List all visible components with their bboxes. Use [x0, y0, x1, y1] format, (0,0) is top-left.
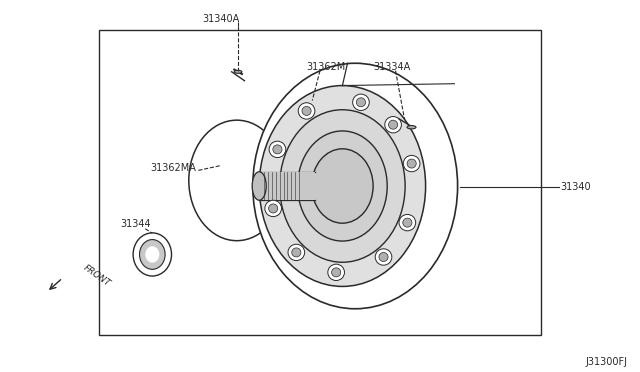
Ellipse shape	[273, 145, 282, 154]
Bar	[99, 30, 541, 335]
Ellipse shape	[407, 125, 416, 129]
Ellipse shape	[328, 264, 344, 280]
Ellipse shape	[234, 70, 242, 73]
Ellipse shape	[403, 155, 420, 172]
Ellipse shape	[189, 120, 285, 241]
Ellipse shape	[252, 172, 266, 200]
Text: 31362M: 31362M	[307, 62, 346, 72]
Ellipse shape	[133, 233, 172, 276]
Ellipse shape	[332, 268, 340, 277]
Text: 31344: 31344	[120, 219, 151, 229]
Ellipse shape	[298, 131, 387, 241]
Text: 31340A: 31340A	[202, 14, 239, 23]
Ellipse shape	[145, 246, 159, 263]
Ellipse shape	[269, 141, 285, 158]
Ellipse shape	[280, 110, 405, 262]
Ellipse shape	[353, 94, 369, 110]
Ellipse shape	[288, 244, 305, 260]
Ellipse shape	[253, 63, 458, 309]
Ellipse shape	[375, 249, 392, 265]
Ellipse shape	[292, 248, 301, 257]
Text: 31362MA: 31362MA	[150, 163, 196, 173]
Ellipse shape	[298, 103, 315, 119]
Ellipse shape	[407, 159, 416, 168]
Text: 31340: 31340	[561, 182, 591, 192]
Ellipse shape	[356, 98, 365, 107]
Bar	[259, 172, 315, 200]
Text: J31300FJ: J31300FJ	[585, 357, 627, 366]
Ellipse shape	[379, 253, 388, 262]
Ellipse shape	[385, 116, 401, 133]
Ellipse shape	[269, 204, 278, 213]
Text: FRONT: FRONT	[82, 263, 112, 288]
Ellipse shape	[302, 106, 311, 115]
Ellipse shape	[140, 240, 165, 269]
Ellipse shape	[388, 120, 397, 129]
Ellipse shape	[403, 218, 412, 227]
Text: 31334A: 31334A	[373, 62, 410, 72]
Ellipse shape	[399, 214, 416, 231]
Ellipse shape	[265, 200, 282, 217]
Ellipse shape	[312, 149, 373, 223]
Ellipse shape	[259, 86, 426, 286]
